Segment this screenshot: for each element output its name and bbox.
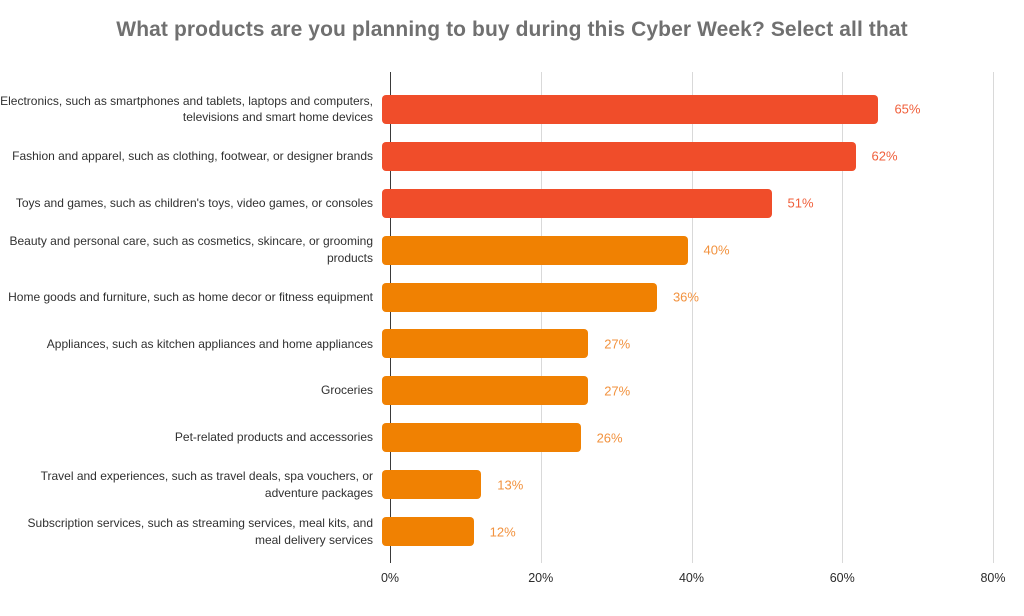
bar xyxy=(382,141,856,171)
bar-rows: Electronics, such as smartphones and tab… xyxy=(0,86,993,555)
value-label: 40% xyxy=(703,242,730,258)
x-tick-label: 0% xyxy=(380,571,400,585)
bar-row: Fashion and apparel, such as clothing, f… xyxy=(0,133,993,180)
bar xyxy=(382,423,581,453)
plot-area: Electronics, such as smartphones and tab… xyxy=(0,72,1024,585)
gridline-layer xyxy=(390,72,994,563)
bar-row: Travel and experiences, such as travel d… xyxy=(0,461,993,508)
bar-row: Beauty and personal care, such as cosmet… xyxy=(0,227,993,274)
bar-track: 27% xyxy=(382,329,993,359)
bar-row: Toys and games, such as children's toys,… xyxy=(0,180,993,227)
value-label: 12% xyxy=(489,524,516,540)
bar-track: 65% xyxy=(382,94,993,124)
value-label: 62% xyxy=(871,148,898,164)
bar-row: Pet-related products and accessories 26% xyxy=(0,414,993,461)
bar-row: Appliances, such as kitchen appliances a… xyxy=(0,321,993,368)
bar xyxy=(382,470,482,500)
category-label: Fashion and apparel, such as clothing, f… xyxy=(12,148,373,163)
gridline xyxy=(691,72,693,563)
bar xyxy=(382,282,657,312)
bar-track: 27% xyxy=(382,376,993,406)
bar-track: 13% xyxy=(382,470,993,500)
bar-track: 12% xyxy=(382,517,993,547)
bar-row: Electronics, such as smartphones and tab… xyxy=(0,86,993,133)
chart-title: What products are you planning to buy du… xyxy=(116,18,908,41)
x-tick-label: 40% xyxy=(678,571,705,585)
bar xyxy=(382,517,474,547)
bar xyxy=(382,188,772,218)
value-label: 13% xyxy=(497,477,524,493)
gridline xyxy=(540,72,542,563)
category-label: Groceries xyxy=(320,383,373,398)
bar-track: 36% xyxy=(382,282,993,312)
category-label: Electronics, such as smartphones and tab… xyxy=(0,93,373,125)
value-label: 36% xyxy=(672,289,699,305)
value-label: 51% xyxy=(787,195,814,211)
value-label: 26% xyxy=(596,430,623,446)
x-tick-label: 60% xyxy=(829,571,855,585)
category-label: Beauty and personal care, such as cosmet… xyxy=(9,234,373,266)
x-axis: 0% 20% 40% 60% 80% xyxy=(381,571,1006,591)
bar-row: Groceries 27% xyxy=(0,367,993,414)
category-label: Appliances, such as kitchen appliances a… xyxy=(46,336,373,351)
category-label: Home goods and furniture, such as home d… xyxy=(8,289,373,304)
gridline xyxy=(842,72,844,563)
category-label: Subscription services, such as streaming… xyxy=(27,515,373,547)
bar xyxy=(382,94,879,124)
bar xyxy=(382,376,589,406)
bar-track: 62% xyxy=(382,141,993,171)
bar-track: 51% xyxy=(382,188,993,218)
bar-track: 40% xyxy=(382,235,993,265)
x-tick-label: 80% xyxy=(980,571,1006,585)
x-tick-label: 20% xyxy=(528,571,554,585)
y-axis-line xyxy=(390,72,391,563)
bar-row: Home goods and furniture, such as home d… xyxy=(0,274,993,321)
bar xyxy=(382,235,688,265)
gridline xyxy=(993,72,994,563)
bar-track: 26% xyxy=(382,423,993,453)
bar-row: Subscription services, such as streaming… xyxy=(0,508,993,555)
value-label: 65% xyxy=(894,101,921,117)
value-label: 27% xyxy=(604,383,631,399)
category-label: Toys and games, such as children's toys,… xyxy=(15,195,373,210)
category-label: Pet-related products and accessories xyxy=(174,430,373,445)
value-label: 27% xyxy=(604,336,631,352)
bar xyxy=(382,329,589,359)
category-label: Travel and experiences, such as travel d… xyxy=(40,468,373,500)
